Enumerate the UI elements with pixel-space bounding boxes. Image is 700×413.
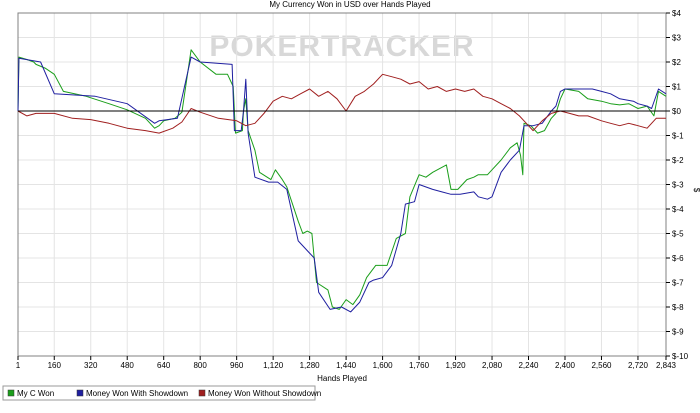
legend-swatch <box>76 389 84 397</box>
y-tick-label: $-8 <box>672 303 684 312</box>
x-tick-label: 640 <box>157 361 171 370</box>
y-tick-label: $-4 <box>672 205 684 214</box>
y-tick-label: $-1 <box>672 132 684 141</box>
legend-label: Money Won Without Showdown <box>208 389 321 398</box>
x-tick-label: 2,843 <box>656 361 677 370</box>
x-tick-label: 1,120 <box>263 361 284 370</box>
y-tick-label: $4 <box>672 9 681 18</box>
x-tick-label: 2,240 <box>518 361 539 370</box>
x-tick-label: 2,400 <box>555 361 576 370</box>
x-tick-label: 1,920 <box>446 361 467 370</box>
series-line-3 <box>17 73 666 134</box>
y-tick-label: $-6 <box>672 254 684 263</box>
legend-box <box>2 385 316 401</box>
grid-layer <box>17 12 667 357</box>
x-tick-label: 1,760 <box>409 361 430 370</box>
legend-swatch <box>198 389 206 397</box>
x-tick-label: 1,600 <box>373 361 394 370</box>
legend-label: My C Won <box>17 389 54 398</box>
legend: My C Won Money Won With Showdown Money Won… <box>2 385 321 401</box>
x-axis-ticks: 1 160 320 480 640 800 960 1,120 1,280 1,440 1,600 1… <box>16 356 677 370</box>
x-tick-label: 320 <box>84 361 98 370</box>
series-layer <box>17 49 667 313</box>
x-axis-title: Hands Played <box>317 374 367 383</box>
y-tick-label: $1 <box>672 83 681 92</box>
x-tick-label: 160 <box>48 361 62 370</box>
y-tick-label: $-9 <box>672 328 684 337</box>
chart-title: My Currency Won in USD over Hands Played <box>269 0 430 9</box>
y-tick-label: $3 <box>672 34 681 43</box>
y-axis-ticks: $4 $3 $2 $1 $0 $-1 $-2 $-3 $-4 $-5 $-6 $-7 $-8 $-9 $-1… <box>666 9 689 361</box>
y-tick-label: $0 <box>672 107 681 116</box>
y-tick-label: $-3 <box>672 181 684 190</box>
x-tick-label: 1,280 <box>300 361 321 370</box>
y-tick-label: $-10 <box>672 352 689 361</box>
series-line-2 <box>17 56 667 313</box>
y-tick-label: $-2 <box>672 156 684 165</box>
x-tick-label: 1,440 <box>336 361 357 370</box>
x-tick-label: 2,560 <box>591 361 612 370</box>
x-tick-label: 2,720 <box>628 361 649 370</box>
y-axis-title: $ <box>692 188 700 193</box>
y-tick-label: $2 <box>672 58 681 67</box>
legend-label: Money Won With Showdown <box>86 389 188 398</box>
y-tick-label: $-7 <box>672 279 684 288</box>
x-tick-label: 800 <box>193 361 207 370</box>
x-tick-label: 960 <box>230 361 244 370</box>
series-line-1 <box>17 49 667 310</box>
x-tick-label: 2,080 <box>482 361 503 370</box>
x-tick-label: 480 <box>121 361 135 370</box>
watermark-text: POKERTRACKER <box>209 30 474 63</box>
y-tick-label: $-5 <box>672 230 684 239</box>
x-tick-label: 1 <box>16 361 21 370</box>
legend-swatch <box>7 389 15 397</box>
